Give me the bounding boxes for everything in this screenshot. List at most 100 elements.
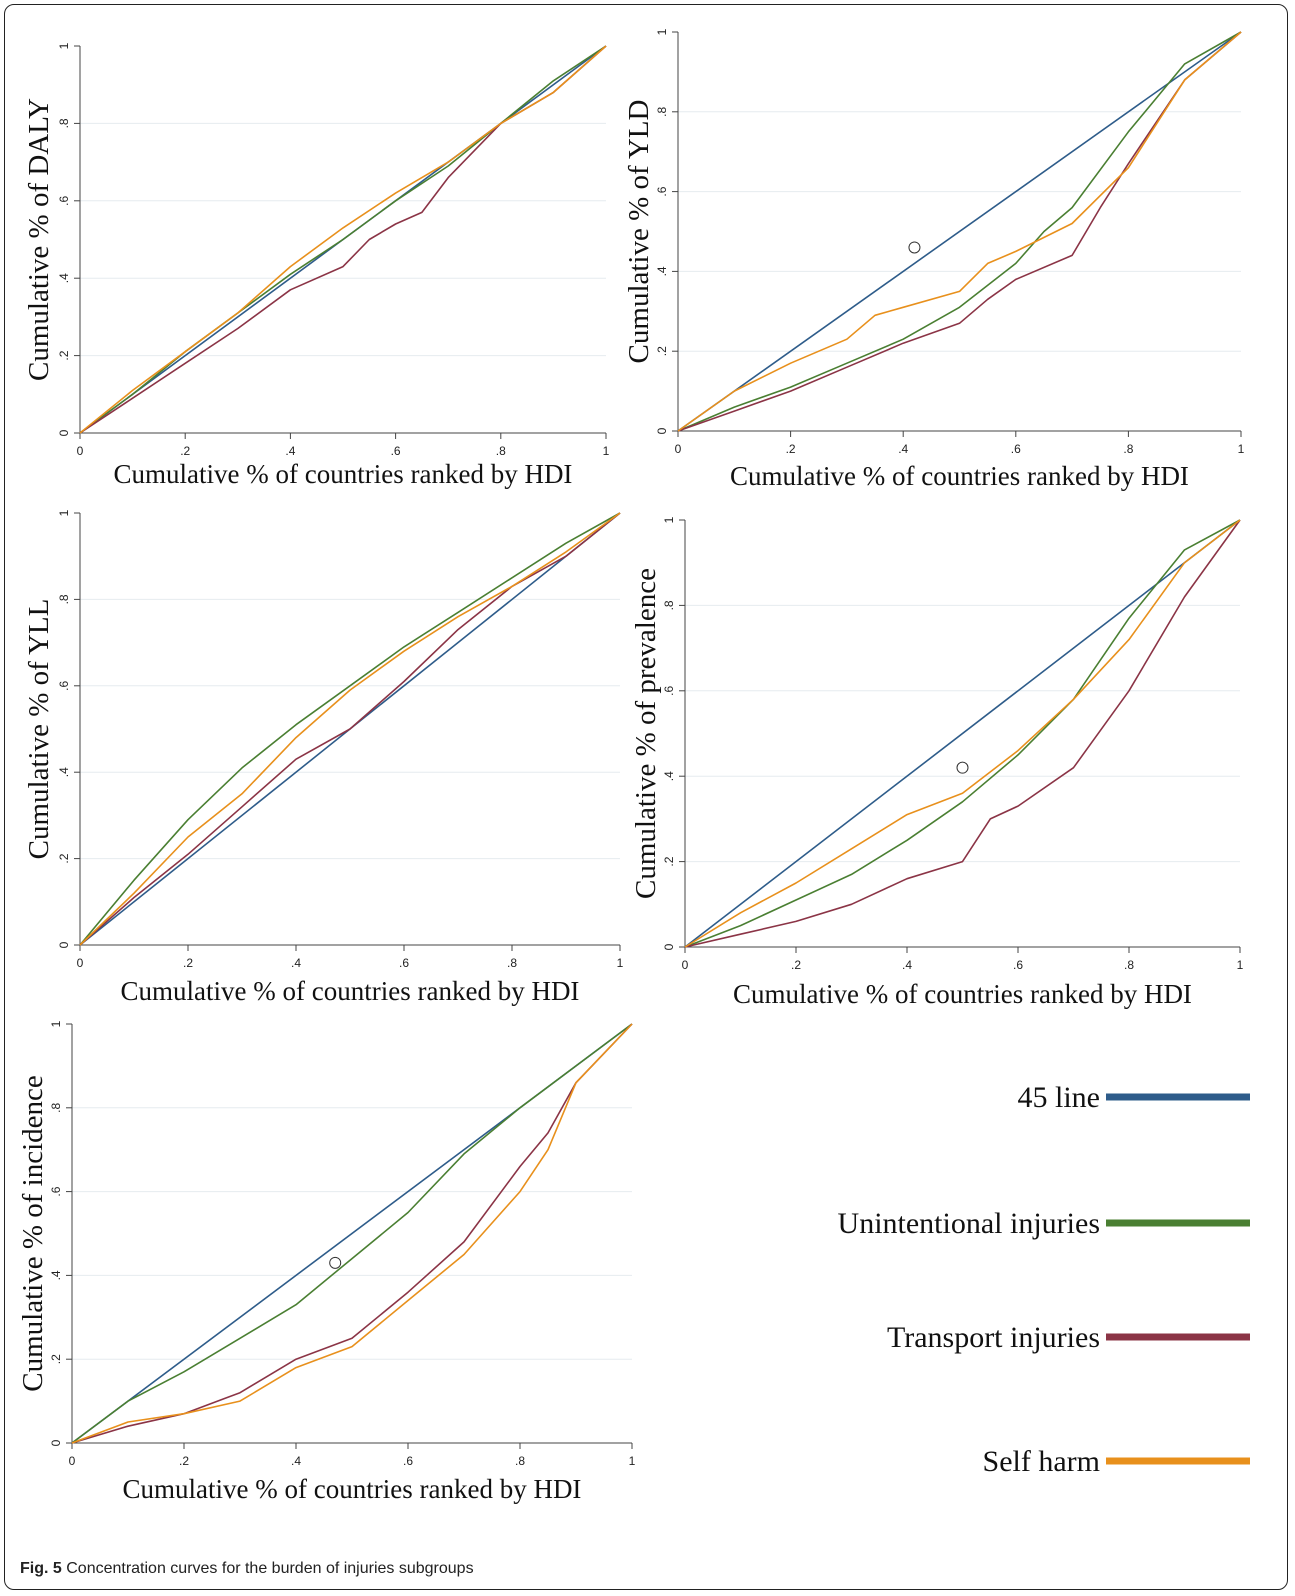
x-tick-label: 0 bbox=[77, 444, 84, 458]
series-line-self-harm bbox=[677, 31, 1242, 432]
x-tick-label: .6 bbox=[391, 444, 401, 458]
y-axis-label: Cumulative % of YLD bbox=[623, 100, 655, 364]
y-axis-label: Cumulative % of DALY bbox=[23, 98, 55, 381]
y-tick-label: .2 bbox=[57, 853, 71, 863]
series-line-unintentional-injuries bbox=[71, 1023, 633, 1444]
marker-circle bbox=[329, 1256, 342, 1269]
y-tick-label: .6 bbox=[655, 186, 669, 196]
y-tick-label: .8 bbox=[57, 118, 71, 128]
y-tick-label: .2 bbox=[57, 350, 71, 360]
y-tick-label: .6 bbox=[57, 680, 71, 690]
y-tick-label: 0 bbox=[49, 1439, 63, 1446]
figure-frame bbox=[4, 4, 1288, 1590]
series-line-transport-injuries bbox=[677, 31, 1242, 432]
y-tick-label: 0 bbox=[655, 427, 669, 434]
x-axis-label: Cumulative % of countries ranked by HDI bbox=[730, 461, 1189, 491]
figure-label: Fig. 5 bbox=[20, 1560, 62, 1577]
x-tick-label: 1 bbox=[603, 444, 610, 458]
x-tick-label: 1 bbox=[1237, 958, 1244, 972]
x-tick-label: 0 bbox=[675, 442, 682, 456]
legend: 45 line Unintentional injuries Transport i… bbox=[838, 1081, 1250, 1478]
x-tick-label: .6 bbox=[1013, 958, 1023, 972]
marker-circle bbox=[908, 241, 921, 254]
x-axis-label: Cumulative % of countries ranked by HDI bbox=[123, 1474, 582, 1504]
x-tick-label: .8 bbox=[507, 956, 517, 970]
series-line-self-harm bbox=[684, 519, 1241, 948]
series-line-45-line bbox=[677, 31, 1242, 432]
x-tick-label: 0 bbox=[69, 1454, 76, 1468]
x-axis-label: Cumulative % of countries ranked by HDI bbox=[114, 459, 573, 489]
legend-label: Transport injuries bbox=[887, 1321, 1100, 1354]
y-tick-label: 1 bbox=[655, 28, 669, 35]
x-tick-label: .2 bbox=[791, 958, 801, 972]
x-tick-label: .6 bbox=[1011, 442, 1021, 456]
chart-panel-3: 0 .2 .4 .6 .8 1 0 .2 .4 .6 .8 1 Cumulative % of coun… bbox=[23, 509, 624, 1006]
x-tick-label: .8 bbox=[515, 1454, 525, 1468]
series-line-unintentional-injuries bbox=[684, 519, 1241, 948]
x-tick-label: 0 bbox=[77, 956, 84, 970]
x-tick-label: .8 bbox=[496, 444, 506, 458]
series-line-transport-injuries bbox=[684, 519, 1241, 948]
legend-label: Self harm bbox=[983, 1445, 1100, 1478]
figure-caption-text: Concentration curves for the burden of i… bbox=[66, 1560, 474, 1577]
y-tick-label: 1 bbox=[662, 516, 676, 523]
y-tick-label: .6 bbox=[57, 195, 71, 205]
y-tick-label: 0 bbox=[57, 941, 71, 948]
x-tick-label: .2 bbox=[183, 956, 193, 970]
y-tick-label: .2 bbox=[655, 346, 669, 356]
y-tick-label: 1 bbox=[57, 509, 71, 516]
series-line-self-harm bbox=[79, 45, 607, 434]
y-tick-label: .8 bbox=[49, 1102, 63, 1112]
legend-label: Unintentional injuries bbox=[838, 1207, 1100, 1240]
x-tick-label: .2 bbox=[786, 442, 796, 456]
y-tick-label: .2 bbox=[662, 856, 676, 866]
x-tick-label: .2 bbox=[179, 1454, 189, 1468]
x-tick-label: .8 bbox=[1123, 442, 1133, 456]
y-tick-label: .8 bbox=[655, 106, 669, 116]
y-tick-label: .8 bbox=[662, 600, 676, 610]
y-tick-label: .4 bbox=[662, 771, 676, 781]
y-tick-label: .4 bbox=[49, 1270, 63, 1280]
x-tick-label: .6 bbox=[399, 956, 409, 970]
y-tick-label: 1 bbox=[49, 1020, 63, 1027]
series-line-45-line bbox=[684, 519, 1241, 948]
series-line-unintentional-injuries bbox=[677, 31, 1242, 432]
x-tick-label: .4 bbox=[291, 1454, 301, 1468]
chart-panel-1: 0 .2 .4 .6 .8 1 0 .2 .4 .6 .8 1 Cumulative % of coun… bbox=[23, 42, 610, 489]
series-line-self-harm bbox=[71, 1023, 633, 1444]
x-tick-label: .4 bbox=[898, 442, 908, 456]
y-tick-label: 1 bbox=[57, 42, 71, 49]
y-tick-label: .6 bbox=[49, 1186, 63, 1196]
y-tick-label: .8 bbox=[57, 594, 71, 604]
y-tick-label: .4 bbox=[655, 266, 669, 276]
y-tick-label: .4 bbox=[57, 767, 71, 777]
chart-panel-5: 0 .2 .4 .6 .8 1 0 .2 .4 .6 .8 1 Cumulative % of coun… bbox=[17, 1020, 636, 1504]
x-tick-label: .4 bbox=[285, 444, 295, 458]
y-tick-label: .6 bbox=[662, 685, 676, 695]
x-tick-label: .8 bbox=[1124, 958, 1134, 972]
y-tick-label: 0 bbox=[662, 943, 676, 950]
y-axis-label: Cumulative % of prevalence bbox=[630, 568, 662, 899]
x-tick-label: .6 bbox=[403, 1454, 413, 1468]
x-tick-label: .4 bbox=[902, 958, 912, 972]
series-line-self-harm bbox=[79, 512, 621, 946]
x-axis-label: Cumulative % of countries ranked by HDI bbox=[121, 976, 580, 1006]
x-axis-label: Cumulative % of countries ranked by HDI bbox=[733, 979, 1192, 1009]
series-line-unintentional-injuries bbox=[79, 45, 607, 434]
x-tick-label: 0 bbox=[682, 958, 689, 972]
legend-label: 45 line bbox=[1018, 1081, 1101, 1114]
figure-caption: Fig. 5 Concentration curves for the burd… bbox=[20, 1560, 474, 1578]
y-tick-label: .2 bbox=[49, 1354, 63, 1364]
y-tick-label: 0 bbox=[57, 429, 71, 436]
x-tick-label: 1 bbox=[629, 1454, 636, 1468]
series-line-transport-injuries bbox=[79, 512, 621, 946]
marker-circle bbox=[956, 761, 969, 774]
series-line-unintentional-injuries bbox=[79, 512, 621, 946]
x-tick-label: 1 bbox=[617, 956, 624, 970]
y-axis-label: Cumulative % of incidence bbox=[17, 1075, 49, 1391]
y-tick-label: .4 bbox=[57, 273, 71, 283]
y-axis-label: Cumulative % of YLL bbox=[23, 599, 55, 860]
x-tick-label: .2 bbox=[180, 444, 190, 458]
chart-panel-4: 0 .2 .4 .6 .8 1 0 .2 .4 .6 .8 1 Cumulative % of coun… bbox=[630, 516, 1244, 1009]
